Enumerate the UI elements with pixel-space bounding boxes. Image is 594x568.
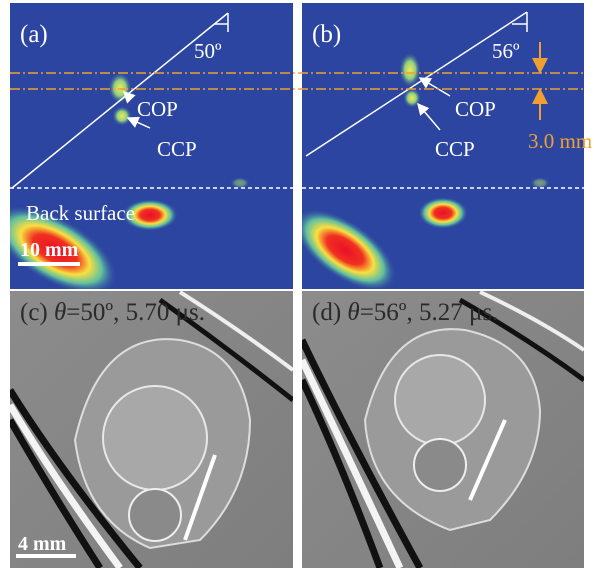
panel-label: (c) — [20, 299, 48, 326]
annotation: CCP — [157, 137, 197, 161]
panel-c — [10, 291, 293, 568]
annotation: COP — [455, 97, 496, 121]
measurement-label: 3.0 mm — [528, 129, 592, 153]
symbol: θ — [54, 299, 66, 326]
annotation: COP — [137, 97, 178, 121]
panel-label: (b) — [312, 21, 341, 48]
caption: =50º, 5.70 μs. — [66, 299, 205, 326]
panel-a — [0, 3, 293, 313]
annotation: CCP — [435, 137, 475, 161]
scale-bar-label: 4 mm — [18, 533, 67, 555]
angle-label: 50º — [194, 39, 222, 63]
panel-label: (a) — [20, 21, 48, 48]
angle-label: 56º — [492, 39, 520, 63]
surface-label: Back surface — [26, 201, 135, 225]
panel-d — [302, 291, 584, 568]
panel-caption: (d) θ=56º, 5.27 μs. — [312, 299, 498, 326]
figure: (a) 50º COP CCP Back surface 10 mm (b) 5… — [0, 0, 594, 568]
caption: =56º, 5.27 μs. — [360, 299, 499, 326]
scale-bar-label: 10 mm — [20, 239, 79, 261]
panel-caption: (c) θ=50º, 5.70 μs. — [20, 299, 205, 326]
panel-label: (d) — [312, 299, 341, 326]
panel-b — [280, 3, 584, 307]
symbol: θ — [347, 299, 359, 326]
